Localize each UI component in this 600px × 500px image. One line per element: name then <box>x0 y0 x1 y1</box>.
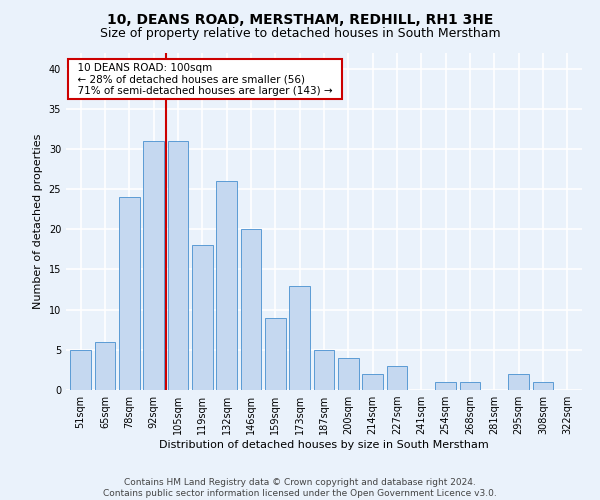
Text: Size of property relative to detached houses in South Merstham: Size of property relative to detached ho… <box>100 28 500 40</box>
Bar <box>508 374 529 390</box>
Bar <box>289 286 310 390</box>
Text: Contains HM Land Registry data © Crown copyright and database right 2024.
Contai: Contains HM Land Registry data © Crown c… <box>103 478 497 498</box>
Bar <box>241 230 262 390</box>
Bar <box>119 197 140 390</box>
Bar <box>70 350 91 390</box>
Bar <box>533 382 553 390</box>
Bar <box>143 141 164 390</box>
X-axis label: Distribution of detached houses by size in South Merstham: Distribution of detached houses by size … <box>159 440 489 450</box>
Bar <box>436 382 456 390</box>
Bar <box>386 366 407 390</box>
Bar <box>362 374 383 390</box>
Bar <box>460 382 481 390</box>
Y-axis label: Number of detached properties: Number of detached properties <box>33 134 43 309</box>
Text: 10, DEANS ROAD, MERSTHAM, REDHILL, RH1 3HE: 10, DEANS ROAD, MERSTHAM, REDHILL, RH1 3… <box>107 12 493 26</box>
Bar <box>216 181 237 390</box>
Bar <box>192 246 212 390</box>
Bar <box>95 342 115 390</box>
Bar <box>167 141 188 390</box>
Bar <box>265 318 286 390</box>
Bar <box>314 350 334 390</box>
Bar <box>338 358 359 390</box>
Text: 10 DEANS ROAD: 100sqm
  ← 28% of detached houses are smaller (56)
  71% of semi-: 10 DEANS ROAD: 100sqm ← 28% of detached … <box>71 62 339 96</box>
